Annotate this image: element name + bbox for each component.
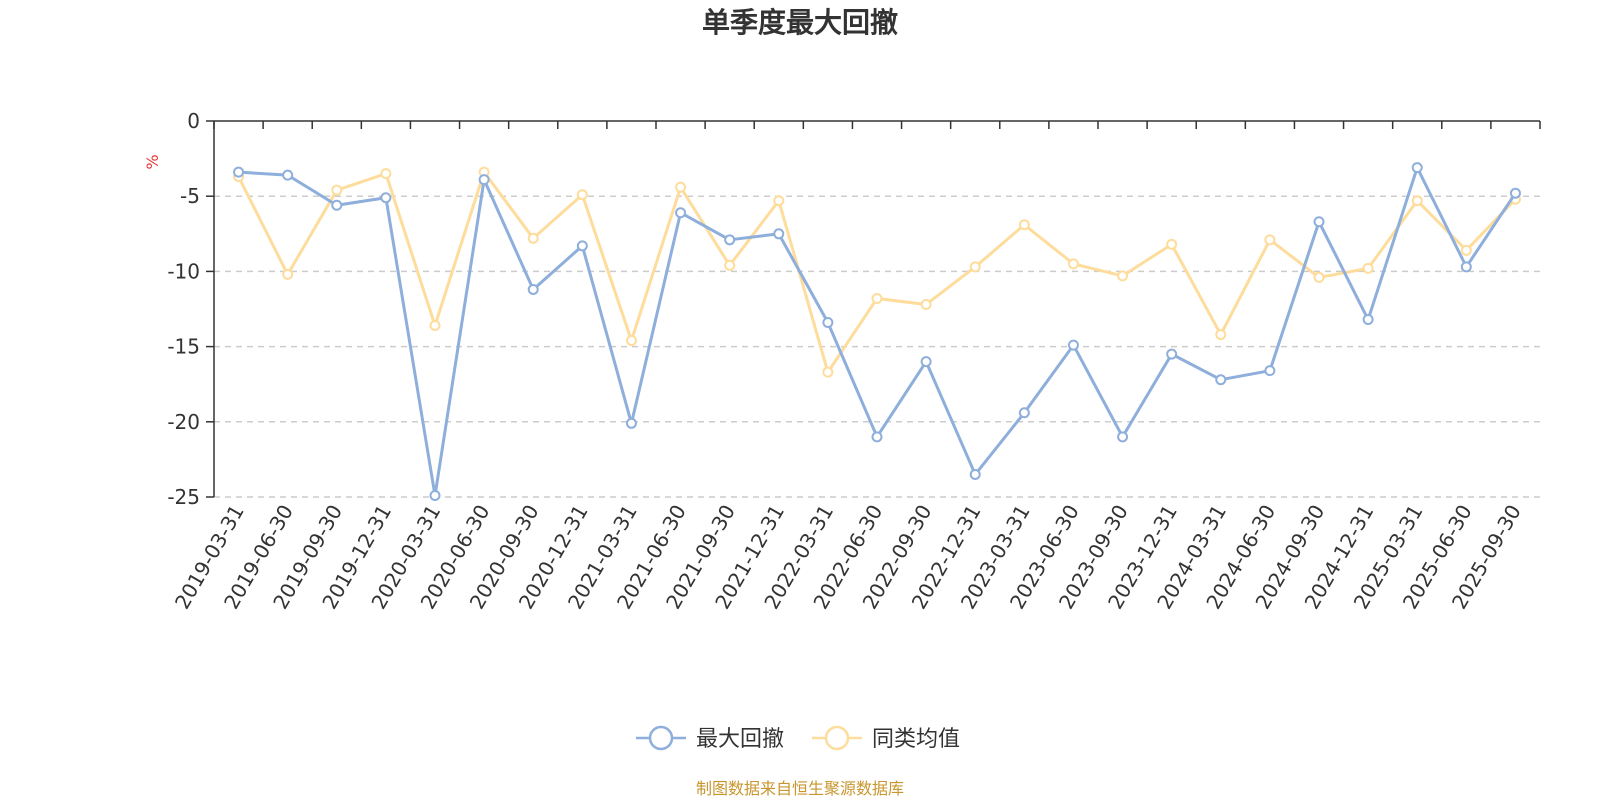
data-point <box>1411 162 1423 174</box>
series-layer <box>233 162 1521 501</box>
series-line <box>237 170 1517 374</box>
data-point <box>920 298 932 310</box>
y-axis-unit: % <box>143 154 162 169</box>
y-tick-labels: 0 -5 -10 -15 -20 -25 <box>167 109 200 509</box>
data-point <box>871 431 883 443</box>
legend[interactable]: 最大回撤 同类均值 <box>636 725 960 752</box>
data-point <box>773 228 785 240</box>
data-point <box>527 283 539 295</box>
data-point <box>1313 271 1325 283</box>
data-point <box>969 261 981 273</box>
data-point <box>527 232 539 244</box>
data-point <box>282 169 294 181</box>
data-point <box>331 199 343 211</box>
data-point <box>1215 329 1227 341</box>
data-point <box>282 268 294 280</box>
legend-marker <box>824 725 850 751</box>
data-point <box>773 195 785 207</box>
data-point <box>233 166 245 178</box>
legend-label: 最大回撤 <box>696 727 784 752</box>
data-point <box>576 189 588 201</box>
data-point <box>1509 187 1521 199</box>
data-point <box>380 168 392 180</box>
data-point <box>822 317 834 329</box>
data-point <box>1362 314 1374 326</box>
legend-marker <box>648 725 674 751</box>
data-point <box>1067 339 1079 351</box>
data-point <box>675 207 687 219</box>
data-point <box>724 259 736 271</box>
y-tick-label: -10 <box>167 259 200 283</box>
legend-item[interactable]: 同类均值 <box>812 725 960 752</box>
data-point <box>920 356 932 368</box>
data-point <box>625 417 637 429</box>
data-point <box>675 181 687 193</box>
data-point <box>1018 219 1030 231</box>
x-tick-labels: 2019-03-312019-06-302019-09-302019-12-31… <box>170 500 1526 613</box>
data-point <box>1264 234 1276 246</box>
data-point <box>1460 244 1472 256</box>
series-line <box>238 166 1517 497</box>
data-point <box>1018 407 1030 419</box>
y-tick-label: 0 <box>187 109 200 133</box>
data-point <box>1067 258 1079 270</box>
data-point <box>1411 195 1423 207</box>
data-point <box>1166 238 1178 250</box>
legend-label: 同类均值 <box>872 727 960 752</box>
y-tick-label: -5 <box>180 184 200 208</box>
data-point <box>429 489 441 501</box>
data-source-note: 制图数据来自恒生聚源数据库 <box>696 779 904 798</box>
data-point <box>1460 261 1472 273</box>
y-tick-label: -15 <box>167 335 200 359</box>
data-point <box>871 292 883 304</box>
data-point <box>1166 348 1178 360</box>
chart-title: 单季度最大回撤 <box>702 6 898 39</box>
data-point <box>625 335 637 347</box>
y-tick-label: -20 <box>167 410 200 434</box>
data-point <box>1362 262 1374 274</box>
data-point <box>724 234 736 246</box>
axes <box>206 120 1541 498</box>
data-point <box>1264 365 1276 377</box>
data-point <box>1313 216 1325 228</box>
data-point <box>1117 431 1129 443</box>
data-point <box>1117 270 1129 282</box>
data-point <box>822 366 834 378</box>
data-point <box>429 320 441 332</box>
data-point <box>478 174 490 186</box>
data-point <box>1215 374 1227 386</box>
grid-lines <box>214 195 1540 498</box>
y-tick-label: -25 <box>167 485 200 509</box>
data-point <box>331 184 343 196</box>
data-point <box>969 468 981 480</box>
legend-item[interactable]: 最大回撤 <box>636 725 784 752</box>
data-point <box>576 240 588 252</box>
data-point <box>380 192 392 204</box>
